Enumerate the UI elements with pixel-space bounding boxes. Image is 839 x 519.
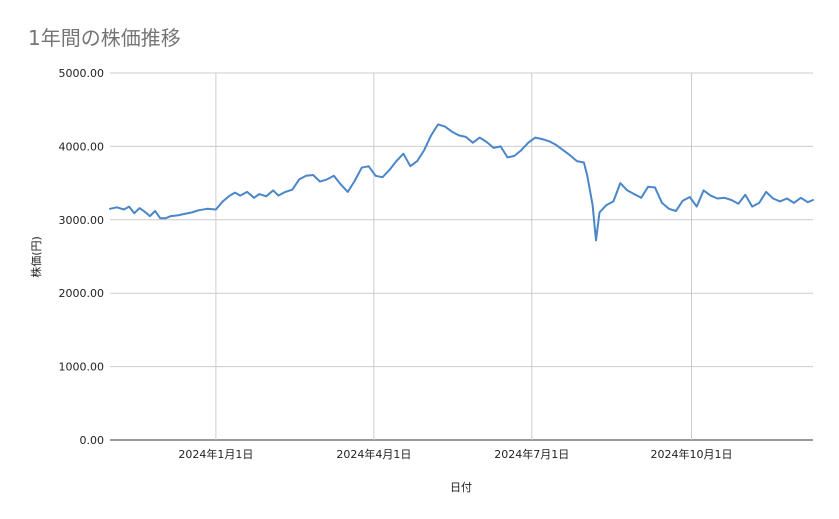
y-tick-label: 2000.00 [59,287,105,300]
y-tick-label: 4000.00 [59,140,105,153]
y-tick-label: 0.00 [80,434,105,447]
x-tick-label: 2024年7月1日 [494,447,569,461]
y-axis-title: 株価(円) [29,236,43,278]
axis-ticks: 0.00 1000.00 2000.00 3000.00 4000.00 5000.00 2… [59,67,733,461]
x-tick-label: 2024年4月1日 [336,447,411,461]
series-line [109,123,814,242]
x-tick-label: 2024年10月1日 [650,447,732,461]
chart-title: 1年間の株価推移 [28,26,181,50]
y-tick-label: 3000.00 [59,214,105,227]
y-tick-label: 1000.00 [59,361,105,374]
x-axis-title: 日付 [450,481,472,494]
y-tick-label: 5000.00 [59,67,105,80]
grid-lines [110,72,813,441]
series-layer [109,123,814,242]
x-tick-label: 2024年1月1日 [178,447,253,461]
